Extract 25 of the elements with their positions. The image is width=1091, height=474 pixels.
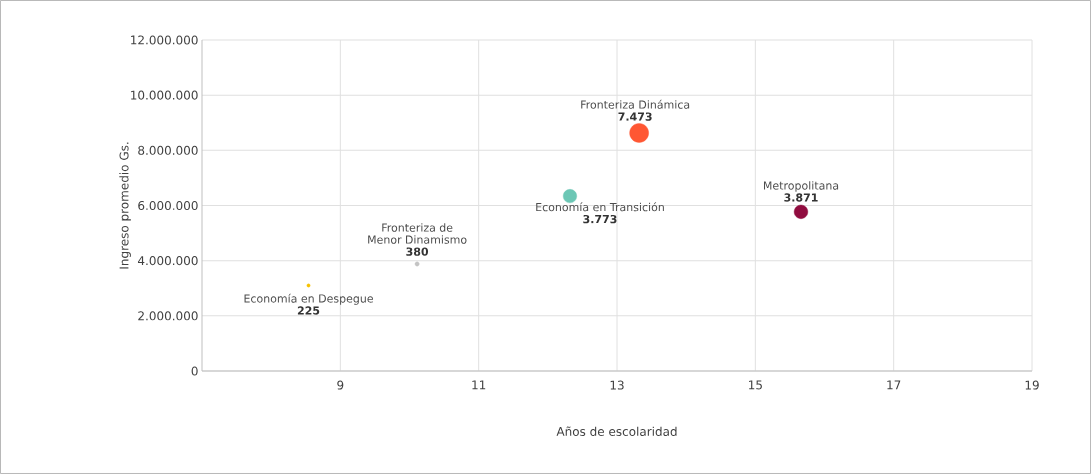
y-tick-label: 8.000.000	[138, 145, 198, 155]
x-tick-label: 11	[472, 380, 486, 390]
y-tick-label: 0	[191, 366, 198, 376]
y-tick-label: 6.000.000	[138, 200, 198, 211]
x-tick-label: 15	[749, 380, 762, 390]
annotation: 3.871	[784, 193, 818, 202]
annotation: 7.473	[618, 112, 652, 121]
series-label: Metropolitana	[763, 181, 839, 192]
y-tick-label: 4.000.000	[137, 256, 198, 266]
x-tick-label: 13	[610, 380, 624, 390]
x-axis-title: Años de escolaridad	[556, 426, 677, 436]
x-tick-label: 9	[337, 380, 344, 390]
text: Fronteriza de Menor Dinamismo	[368, 223, 467, 244]
x-tick-label: 19	[1025, 380, 1039, 390]
x-tick-label: 17	[887, 380, 901, 390]
annotation: 380	[406, 247, 429, 256]
y-tick-label: 12.000.000	[131, 35, 198, 45]
y-tick-label: 2.000.000	[138, 311, 198, 321]
annotation: 3.773	[583, 214, 617, 224]
series-label: Fronteriza Dinámica	[581, 99, 690, 109]
y-tick-label: 10.000.000	[131, 90, 198, 100]
text: Economía en Transición	[536, 202, 664, 212]
y-axis-title: Ingreso promedio Gs.	[119, 142, 131, 269]
series-label: Economía en Despegue	[244, 293, 373, 305]
annotation: 225	[297, 306, 320, 315]
